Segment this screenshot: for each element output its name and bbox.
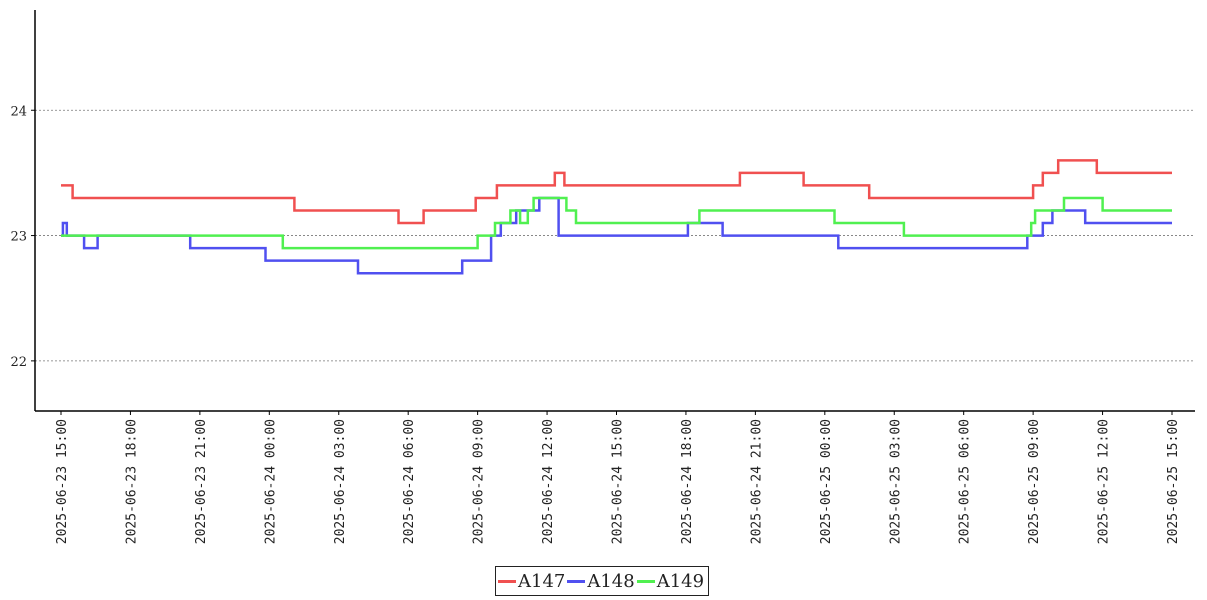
series-line-a147 bbox=[61, 159, 1172, 225]
legend-swatch bbox=[567, 579, 586, 583]
x-tick-label: 2025-06-25 00:00 bbox=[819, 419, 834, 544]
series-lines bbox=[61, 159, 1172, 275]
x-tick-label: 2025-06-24 18:00 bbox=[680, 419, 695, 544]
x-tick-label: 2025-06-24 12:00 bbox=[541, 419, 556, 544]
legend-swatch bbox=[498, 579, 516, 583]
legend-label: A148 bbox=[587, 570, 635, 592]
x-tick-label: 2025-06-24 03:00 bbox=[333, 419, 348, 544]
legend-label: A147 bbox=[518, 570, 566, 592]
x-axis-ticks: 2025-06-23 15:00 2025-06-23 18:00 2025-06-… bbox=[55, 411, 1181, 544]
x-tick-label: 2025-06-23 18:00 bbox=[124, 419, 139, 544]
x-tick-label: 2025-06-24 00:00 bbox=[263, 419, 278, 544]
x-tick-label: 2025-06-24 06:00 bbox=[402, 419, 417, 544]
legend-swatch bbox=[636, 579, 655, 583]
legend-label: A149 bbox=[656, 570, 705, 592]
legend-item-a149: A149 bbox=[636, 570, 705, 592]
x-tick-label: 2025-06-23 21:00 bbox=[194, 419, 209, 544]
x-tick-label: 2025-06-24 21:00 bbox=[749, 419, 764, 544]
x-tick-label: 2025-06-24 09:00 bbox=[472, 419, 487, 544]
y-tick-label: 22 bbox=[10, 355, 27, 370]
series-line-a149 bbox=[61, 196, 1172, 250]
legend-item-a148: A148 bbox=[567, 570, 635, 592]
legend: A147 A148 A149 bbox=[495, 566, 710, 596]
legend-item-a147: A147 bbox=[498, 571, 565, 592]
x-tick-label: 2025-06-25 06:00 bbox=[958, 419, 973, 544]
x-tick-label: 2025-06-25 15:00 bbox=[1166, 419, 1181, 544]
x-tick-label: 2025-06-23 15:00 bbox=[55, 419, 70, 544]
x-tick-label: 2025-06-25 03:00 bbox=[888, 419, 903, 544]
y-tick-label: 24 bbox=[10, 104, 27, 119]
y-axis-ticks: 22 23 24 bbox=[10, 104, 35, 370]
x-tick-label: 2025-06-24 15:00 bbox=[611, 419, 626, 544]
y-tick-label: 23 bbox=[10, 230, 27, 245]
x-tick-label: 2025-06-25 12:00 bbox=[1097, 419, 1112, 544]
x-tick-label: 2025-06-25 09:00 bbox=[1027, 419, 1042, 544]
